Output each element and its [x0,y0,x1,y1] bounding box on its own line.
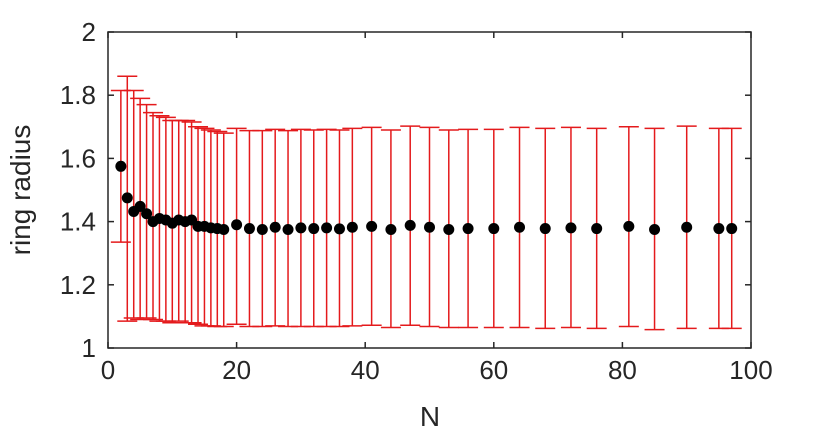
data-point [218,224,230,235]
data-point-group [586,127,607,330]
data-point [591,223,603,235]
data-point [256,224,268,235]
y-tick-label: 1 [82,333,96,363]
data-point-group [278,129,299,328]
data-point-group [419,126,440,328]
data-point-group [458,128,479,329]
y-tick-label: 1.4 [60,207,96,237]
data-point [141,208,153,220]
data-point-group [676,125,697,330]
data-point [231,219,243,231]
data-point [565,222,577,234]
data-point [269,221,281,233]
x-tick-label: 60 [479,355,508,385]
data-point-group [560,126,581,329]
data-point [243,223,255,235]
data-point-group [213,132,234,328]
data-point-group [252,129,273,328]
chart-marks [110,75,742,331]
data-point [713,223,725,235]
x-tick-label: 80 [608,355,637,385]
data-point [385,224,397,235]
data-point [539,223,551,235]
data-point [333,223,345,235]
data-point [488,223,500,235]
axis-ticks: 0 20 40 60 80 100 1 1.2 1.4 1.6 1.8 2 [60,17,773,385]
data-point-group [535,127,556,330]
y-tick-label: 1.8 [60,80,96,110]
data-point-group [708,127,729,330]
data-point [308,223,320,235]
x-axis-label: N [420,401,440,432]
x-tick-label: 0 [101,355,115,385]
data-point-group [361,126,382,326]
data-point [321,222,333,234]
data-point-group [380,129,401,329]
data-point [346,221,358,233]
x-tick-label: 40 [351,355,380,385]
plot-frame [107,31,752,349]
data-point-group [342,127,363,327]
data-point-group [400,125,421,326]
x-tick-label: 100 [729,355,772,385]
data-point [115,160,127,172]
data-point-group [509,126,530,329]
data-point-group [644,127,665,331]
data-point [366,220,378,232]
data-point [295,222,307,234]
data-point [649,224,661,235]
y-tick-label: 1.2 [60,270,96,300]
data-point-group [618,126,639,328]
data-point [121,192,133,204]
y-axis-label: ring radius [5,125,36,256]
data-point-group [483,128,504,329]
data-point [404,219,416,231]
x-tick-label: 20 [222,355,251,385]
data-point [282,224,294,235]
y-tick-label: 2 [82,17,96,47]
data-point [726,223,738,235]
data-point [462,223,474,235]
data-point-group [316,128,337,328]
data-point-group [117,75,138,322]
data-point [681,221,693,233]
y-tick-label: 1.6 [60,143,96,173]
data-point [514,221,526,233]
data-point [443,224,455,235]
data-point [134,200,146,212]
data-point [424,221,435,233]
data-point-group [130,97,151,321]
data-point-group [110,89,131,243]
data-point-group [438,129,459,329]
data-point-group [721,127,742,330]
data-point [623,220,635,232]
data-point-group [226,127,247,326]
